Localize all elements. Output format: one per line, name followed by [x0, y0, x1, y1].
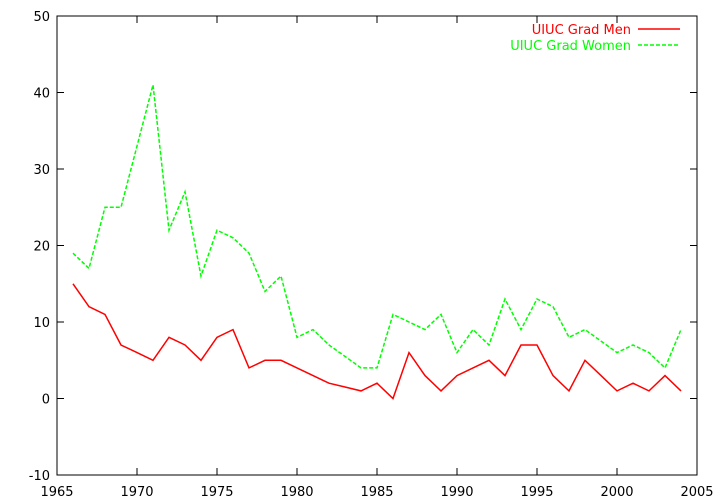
y-tick-label: -10 — [29, 469, 50, 484]
plot-frame — [56, 15, 698, 476]
series-lines — [72, 84, 682, 400]
x-tick-label: 2000 — [600, 485, 633, 500]
series-line-grad-men — [72, 283, 682, 400]
axis-ticks — [56, 15, 698, 476]
x-tick-label: 1970 — [120, 485, 153, 500]
legend-label: UIUC Grad Men — [532, 23, 631, 38]
x-tick-label: 1995 — [520, 485, 553, 500]
x-tick-label: 1980 — [280, 485, 313, 500]
x-tick-label: 1975 — [200, 485, 233, 500]
y-tick-label: 50 — [33, 10, 50, 25]
axis-tick-labels: 1965 1970 1975 1980 1985 1990 1995 2000 2005 -10 0… — [29, 10, 714, 500]
y-tick-label: 30 — [33, 163, 50, 178]
x-tick-label: 1965 — [40, 485, 73, 500]
x-tick-label: 2005 — [680, 485, 713, 500]
y-tick-label: 20 — [33, 240, 50, 255]
x-tick-label: 1990 — [440, 485, 473, 500]
y-tick-label: 0 — [42, 393, 50, 408]
y-tick-label: 10 — [33, 316, 50, 331]
x-tick-label: 1985 — [360, 485, 393, 500]
y-tick-label: 40 — [33, 87, 50, 102]
legend-label: UIUC Grad Women — [510, 39, 631, 54]
series-line-grad-women — [72, 84, 682, 370]
